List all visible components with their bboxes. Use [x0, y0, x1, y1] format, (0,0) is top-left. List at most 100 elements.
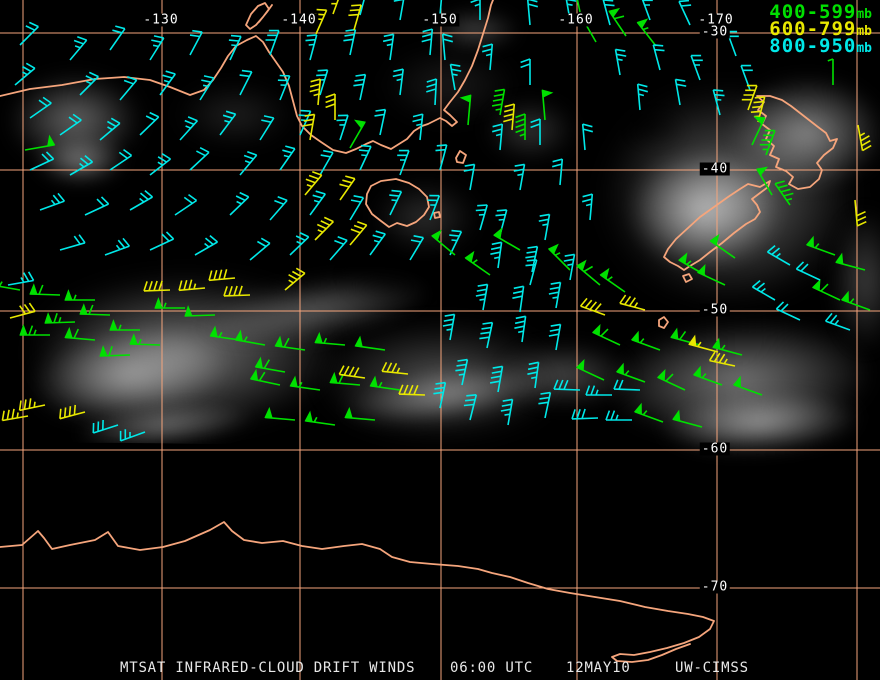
wind-barb	[229, 191, 250, 216]
wind-barb	[149, 231, 175, 251]
wind-barb-pennant	[672, 409, 681, 422]
wind-barb	[336, 114, 349, 141]
legend-unit: mb	[856, 41, 872, 56]
coastline-southern-island	[658, 316, 669, 329]
wind-barb-pennant	[678, 252, 688, 265]
wind-barb-pennant	[314, 331, 323, 344]
wind-barb	[109, 25, 126, 51]
wind-barb-pennant	[129, 333, 138, 345]
wind-barb	[59, 234, 86, 251]
wind-barb	[585, 385, 612, 396]
wind-barb	[325, 93, 336, 120]
wind-barb	[775, 301, 801, 321]
wind-barb-pennant	[712, 337, 721, 350]
wind-barb	[576, 0, 581, 13]
legend-range: 400-599	[769, 1, 857, 23]
wind-barb-pennant	[591, 324, 601, 337]
wind-barb	[751, 279, 776, 301]
product-title: MTSAT INFRARED-CLOUD DRIFT WINDS	[120, 660, 416, 676]
wind-barb	[530, 118, 541, 145]
wind-barb	[189, 29, 203, 56]
wind-barb-pennant	[630, 330, 639, 343]
wind-barb-pennant	[249, 368, 259, 381]
wind-barb	[7, 271, 35, 286]
wind-barb	[99, 117, 121, 141]
wind-barb	[223, 285, 251, 297]
wind-barb	[265, 29, 280, 56]
wind-barb	[674, 78, 687, 106]
wind-barb	[470, 0, 481, 20]
wind-barb	[421, 28, 434, 56]
wind-barb	[678, 0, 692, 26]
wind-barb	[339, 175, 356, 201]
wind-barb	[690, 54, 703, 81]
coastline-nz-south-island	[663, 180, 771, 271]
wind-barb	[613, 379, 641, 391]
legend-item-low: 800-950mb	[769, 35, 872, 57]
wind-barb-pennant	[431, 229, 442, 242]
wind-barb	[398, 384, 426, 396]
wind-barb	[520, 58, 531, 85]
wind-barb-pennant	[99, 345, 108, 357]
wind-barb	[382, 33, 395, 61]
wind-barb-pennant	[353, 119, 366, 129]
wind-barb-pennant	[811, 279, 821, 292]
wind-barb	[827, 58, 834, 85]
wind-barb-pennant	[47, 134, 56, 147]
wind-barb-pennant	[109, 319, 118, 331]
wind-barb	[149, 153, 171, 176]
wind-barb	[512, 285, 525, 313]
wind-barb	[18, 398, 46, 412]
wind-barb	[397, 149, 410, 176]
wind-barb	[129, 189, 154, 211]
wind-barb	[652, 44, 665, 71]
wind-barb	[708, 351, 736, 367]
coastline-tasmania	[365, 178, 430, 228]
wind-barb	[359, 0, 365, 16]
wind-barb	[381, 361, 409, 375]
wind-barb-pennant	[344, 406, 353, 419]
legend-item-mid: 600-799mb	[769, 18, 872, 40]
wind-barb	[854, 199, 867, 227]
wind-barb	[433, 381, 447, 409]
wind-barb	[312, 8, 328, 35]
wind-barb	[304, 170, 323, 196]
wind-barb	[329, 236, 348, 261]
wind-barb	[239, 150, 258, 176]
wind-barb-pennant	[608, 7, 621, 18]
wind-barb	[305, 34, 318, 61]
wind-barb	[174, 193, 198, 216]
wind-barb-pennant	[709, 233, 720, 246]
wind-barb-pennant	[615, 362, 624, 375]
wind-barb	[525, 259, 538, 286]
wind-barb	[513, 163, 526, 191]
wind-barb-pennant	[633, 402, 642, 415]
credit: UW-CIMSS	[675, 660, 749, 676]
wind-barb	[39, 192, 66, 211]
wind-barb	[29, 96, 52, 119]
wind-barb	[571, 408, 599, 420]
coastline-bass-islands	[433, 150, 467, 219]
wind-barb	[29, 151, 55, 171]
valid-time: 06:00 UTC	[450, 660, 534, 676]
legend-unit: mb	[856, 7, 872, 22]
wind-barb	[348, 4, 362, 31]
wind-barb	[392, 68, 404, 96]
wind-barb-pennant	[369, 375, 378, 388]
wind-barb-pennant	[184, 305, 193, 317]
wind-barb	[526, 0, 539, 26]
wind-barb-pennant	[756, 166, 769, 176]
wind-barb	[279, 145, 296, 171]
wind-barb	[857, 124, 872, 152]
wind-barb	[1, 408, 29, 422]
wind-barb	[491, 123, 504, 151]
wind-barb-pennant	[493, 227, 503, 240]
wind-barb	[277, 74, 291, 101]
wind-barb	[159, 70, 176, 96]
wind-barb-pennant	[580, 13, 593, 23]
wind-barb	[759, 129, 776, 156]
wind-barb	[481, 43, 494, 71]
wind-barb	[548, 323, 562, 351]
wind-barb	[435, 144, 448, 171]
wind-barb	[338, 365, 366, 379]
